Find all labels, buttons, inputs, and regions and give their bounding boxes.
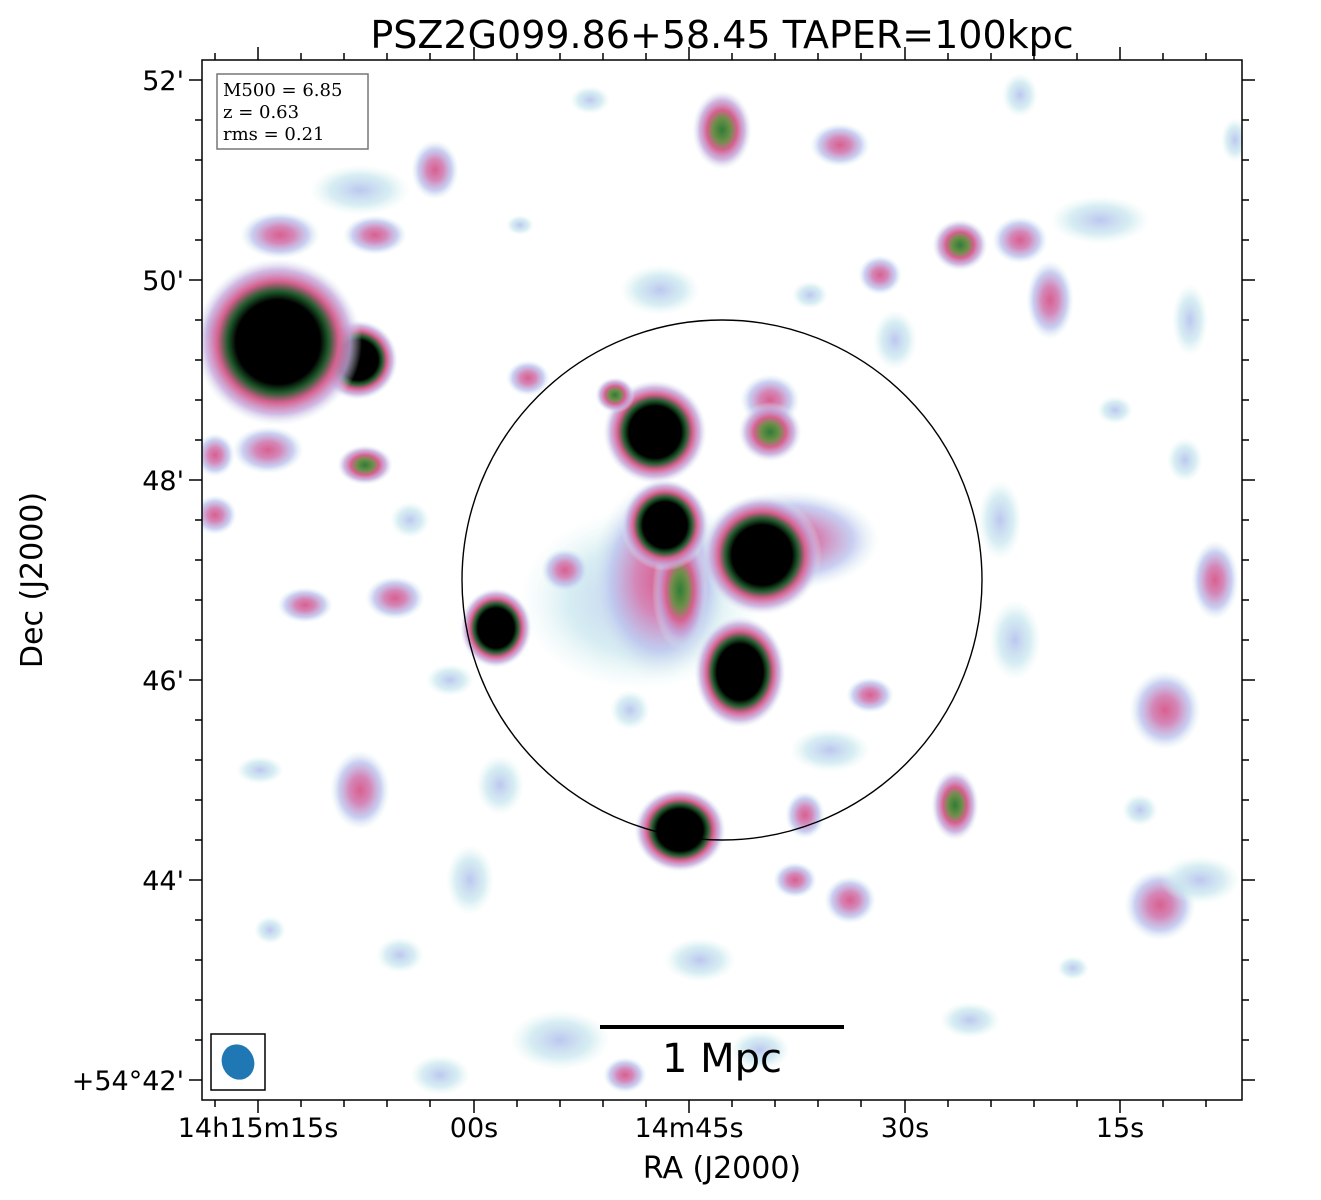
plot-frame bbox=[201, 59, 1243, 1101]
y-tick-labels: 52' 50' 48' 46' 44' +54°42' bbox=[72, 66, 184, 1097]
mass-label: M500 = 6.85 bbox=[223, 80, 342, 101]
x-tick-label: 30s bbox=[881, 1113, 929, 1144]
scale-bar: 1 Mpc bbox=[600, 1025, 844, 1082]
y-tick-label: 52' bbox=[142, 66, 184, 97]
info-box: M500 = 6.85 z = 0.63 rms = 0.21 bbox=[216, 73, 369, 150]
y-tick-label: 44' bbox=[142, 866, 184, 897]
x-axis-label: RA (J2000) bbox=[643, 1151, 801, 1186]
r500-circle bbox=[461, 319, 983, 841]
y-tick-label: 46' bbox=[142, 666, 184, 697]
beam-ellipse bbox=[221, 1044, 255, 1080]
plot-title: PSZ2G099.86+58.45 TAPER=100kpc bbox=[370, 13, 1073, 57]
scale-bar-label: 1 Mpc bbox=[662, 1036, 782, 1082]
redshift-label: z = 0.63 bbox=[223, 102, 299, 123]
x-tick-labels: 14h15m15s 00s 14m45s 30s 15s bbox=[178, 1113, 1145, 1144]
axis-ticks bbox=[189, 47, 1255, 1113]
x-tick-label: 15s bbox=[1096, 1113, 1144, 1144]
y-axis-label: Dec (J2000) bbox=[15, 492, 50, 668]
y-tick-label: 50' bbox=[142, 266, 184, 297]
emission-map bbox=[202, 73, 1242, 1095]
x-tick-label: 14m45s bbox=[634, 1113, 743, 1144]
y-tick-label: +54°42' bbox=[72, 1066, 184, 1097]
beam-box bbox=[210, 1033, 266, 1091]
y-tick-label: 48' bbox=[142, 466, 184, 497]
rms-label: rms = 0.21 bbox=[223, 124, 325, 145]
image-panel bbox=[201, 59, 1243, 1101]
x-tick-label: 14h15m15s bbox=[178, 1113, 339, 1144]
x-tick-label: 00s bbox=[450, 1113, 498, 1144]
